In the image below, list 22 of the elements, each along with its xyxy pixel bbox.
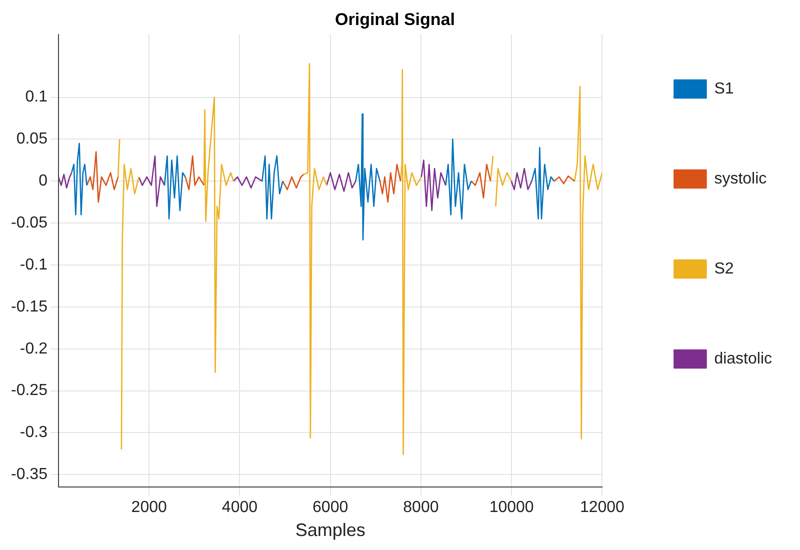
legend-label: S1	[714, 80, 734, 98]
chart-title: Original Signal	[335, 10, 455, 29]
y-tick-label: -0.35	[11, 466, 48, 484]
y-tick-label: 0	[38, 172, 48, 190]
x-tick-label: 8000	[403, 499, 439, 516]
y-tick-label: 0.1	[25, 88, 48, 106]
x-tick-label: 10000	[489, 499, 534, 516]
x-tick-label: 6000	[312, 499, 348, 516]
y-tick-label: -0.2	[20, 340, 48, 358]
legend-label: diastolic	[714, 350, 772, 368]
y-tick-label: 0.05	[16, 130, 48, 148]
x-tick-label: 4000	[222, 499, 258, 516]
legend-label: S2	[714, 260, 734, 278]
y-tick-label: -0.25	[11, 382, 48, 400]
x-axis-title: Samples	[295, 520, 366, 540]
legend-label: systolic	[714, 170, 767, 188]
y-tick-label: -0.05	[11, 214, 48, 232]
x-tick-label: 2000	[131, 499, 167, 516]
y-tick-label: -0.3	[20, 424, 48, 442]
y-tick-label: -0.15	[11, 298, 48, 316]
y-tick-label: -0.1	[20, 256, 48, 274]
x-tick-label: 12000	[580, 499, 625, 516]
